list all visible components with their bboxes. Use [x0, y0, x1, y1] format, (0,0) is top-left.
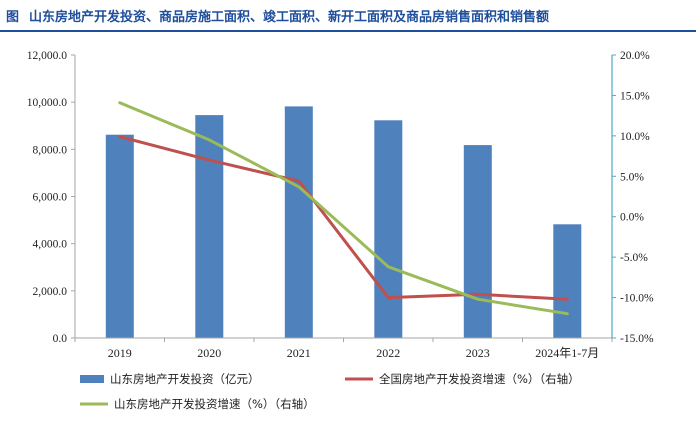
right-tick-label: -15.0%: [620, 333, 654, 345]
left-tick-label: 6,000.0: [33, 192, 68, 204]
left-tick-label: 4,000.0: [33, 239, 68, 251]
x-tick-label: 2022: [376, 346, 400, 360]
left-tick-label: 0.0: [53, 333, 68, 345]
legend: 山东房地产开发投资（亿元） 全国房地产开发投资增速（%）（右轴） 山东房地产开发投资…: [80, 372, 580, 411]
right-tick-label: -5.0%: [620, 252, 648, 264]
left-tick-label: 10,000.0: [27, 97, 68, 109]
bar-2022: [374, 120, 403, 338]
figure-title-bar: 图 山东房地产开发投资、商品房施工面积、竣工面积、新开工面积及商品房销售面积和销…: [0, 0, 696, 32]
national-growth-line: [118, 135, 569, 301]
right-tick-label: 10.0%: [620, 131, 650, 143]
right-tick-label: 20.0%: [620, 50, 650, 62]
bar-2020: [195, 115, 224, 338]
shandong-growth-line: [118, 101, 569, 316]
left-tick-label: 8,000.0: [33, 144, 68, 156]
x-tick-label: 2021: [287, 346, 311, 360]
legend-label: 山东房地产开发投资增速（%）（右轴）: [114, 397, 315, 411]
lines-layer: [118, 101, 569, 316]
right-tick-label: 5.0%: [620, 171, 644, 183]
x-tick-label: 2019: [108, 346, 132, 360]
bars-layer: [105, 106, 582, 339]
right-tick-label: 15.0%: [620, 90, 650, 102]
x-tick-label: 2020: [197, 346, 221, 360]
legend-label: 山东房地产开发投资（亿元）: [110, 372, 260, 386]
chart-title: 山东房地产开发投资、商品房施工面积、竣工面积、新开工面积及商品房销售面积和销售额: [29, 9, 550, 25]
left-tick-label: 2,000.0: [33, 286, 68, 298]
left-tick-label: 12,000.0: [27, 50, 68, 62]
right-tick-label: -10.0%: [620, 293, 654, 305]
x-tick-label: 2023: [466, 346, 490, 360]
x-tick-label: 2024年1-7月: [535, 346, 599, 360]
right-tick-label: 0.0%: [620, 212, 644, 224]
bar-2019: [105, 134, 134, 338]
bar-2023: [463, 145, 492, 338]
legend-label: 全国房地产开发投资增速（%）（右轴）: [379, 372, 580, 386]
legend-swatch-investment: [80, 375, 104, 383]
bar-2021: [284, 106, 313, 339]
bar-2024年1-7月: [553, 224, 582, 338]
figure-label: 图: [6, 9, 20, 25]
axes-layer: 0.0 2,000.0 4,000.0 6,000.0 8,000.0 10,000.0 1…: [27, 50, 654, 360]
